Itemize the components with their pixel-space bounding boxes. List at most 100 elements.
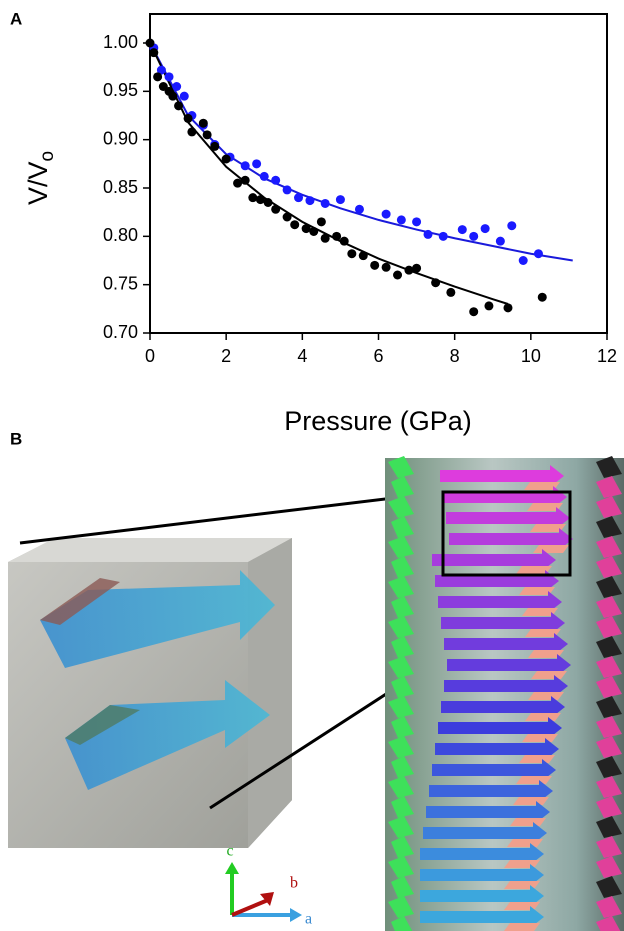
side-arrow (391, 516, 414, 538)
data-point (145, 38, 155, 48)
side-arrow (388, 696, 414, 718)
side-arrow (596, 696, 622, 718)
triad-head (290, 908, 302, 922)
box-top (8, 538, 292, 562)
data-point (370, 260, 380, 270)
triad-label: b (290, 875, 298, 892)
side-arrow (391, 756, 414, 778)
spin-shadow (528, 692, 564, 700)
data-point (179, 91, 189, 101)
y-axis-title-sub: o (37, 151, 58, 162)
x-tick-label: 12 (597, 346, 617, 366)
box-side (248, 538, 292, 848)
side-arrow (596, 516, 622, 538)
spin-arrow (420, 864, 544, 886)
data-point (259, 171, 269, 181)
data-point (168, 91, 178, 101)
data-point (457, 225, 467, 235)
side-arrow (388, 496, 414, 518)
data-point (233, 178, 243, 188)
side-arrow (596, 676, 622, 698)
spin-shadow (533, 545, 569, 553)
spin-shadow (504, 923, 540, 931)
x-tick-label: 0 (145, 346, 155, 366)
side-arrow (391, 716, 414, 738)
panel-label: A (10, 9, 22, 28)
data-point (533, 249, 543, 259)
spin-shadow (525, 713, 561, 721)
side-arrow (391, 676, 414, 698)
data-point (172, 82, 182, 91)
spin-arrow (423, 822, 547, 844)
data-point (271, 204, 281, 214)
data-point (469, 307, 479, 317)
spin-arrow (446, 507, 570, 529)
side-arrow (391, 636, 414, 658)
side-arrow (391, 796, 414, 818)
strip-bg (385, 458, 624, 931)
spin-arrow (444, 633, 568, 655)
data-point (183, 113, 193, 123)
data-point (320, 233, 330, 243)
y-tick-label: 0.75 (103, 273, 138, 293)
side-arrow (596, 856, 622, 878)
triad-head (260, 892, 274, 906)
side-arrow (596, 836, 622, 858)
x-tick-label: 8 (450, 346, 460, 366)
data-point (164, 72, 174, 82)
data-point (469, 231, 479, 241)
spin-arrow (441, 696, 565, 718)
data-point (153, 72, 163, 82)
data-point (480, 224, 490, 234)
data-point (358, 251, 368, 261)
data-point (149, 48, 159, 58)
plot-area: 0 2 4 6 8 10 12 0.70 0.75 0.80 0.85 0.90 0.95 1.00 (103, 13, 617, 366)
fit-line (149, 42, 509, 305)
y-axis-title-main: V/V (23, 162, 53, 206)
side-arrow (596, 576, 622, 598)
spin-shadow (510, 818, 546, 826)
y-tick-label: 0.85 (103, 177, 138, 197)
structure-view (385, 456, 624, 931)
data-point (503, 303, 513, 313)
spin-arrow (420, 885, 544, 907)
spin-arrow (432, 759, 556, 781)
y-tick-label: 0.80 (103, 225, 138, 245)
side-arrow (596, 636, 622, 658)
side-arrow (596, 816, 622, 838)
side-arrow (596, 456, 622, 478)
spin-shadow (516, 776, 552, 784)
spin-shadow (525, 629, 561, 637)
side-arrow (388, 456, 414, 478)
spin-shadow (513, 797, 549, 805)
side-arrow (388, 576, 414, 598)
data-point (518, 256, 528, 265)
data-point (423, 229, 433, 239)
spin-arrow (420, 906, 544, 928)
data-point (174, 101, 184, 111)
x-tick-label: 6 (373, 346, 383, 366)
data-point (221, 154, 231, 164)
data-point (381, 209, 391, 219)
data-point (335, 195, 345, 205)
y-axis-title: V/Vo (23, 151, 58, 205)
spin-shadow (531, 671, 567, 679)
data-point (294, 193, 304, 203)
spin-arrow (438, 717, 562, 739)
spin-arrow (441, 612, 565, 634)
data-point (438, 231, 448, 241)
spin-shadow (530, 524, 566, 532)
triad-axis (231, 898, 269, 917)
spin-shadow (504, 902, 540, 910)
y-tick-label: 0.95 (103, 80, 138, 100)
spin-shadow (507, 839, 543, 847)
side-arrow (391, 476, 414, 498)
spin-shadow (519, 755, 555, 763)
side-arrow (596, 776, 622, 798)
spin-shadow (528, 650, 564, 658)
side-arrow (596, 756, 622, 778)
data-point (332, 231, 342, 241)
side-arrow (391, 836, 414, 858)
zoom-line (19, 490, 444, 545)
